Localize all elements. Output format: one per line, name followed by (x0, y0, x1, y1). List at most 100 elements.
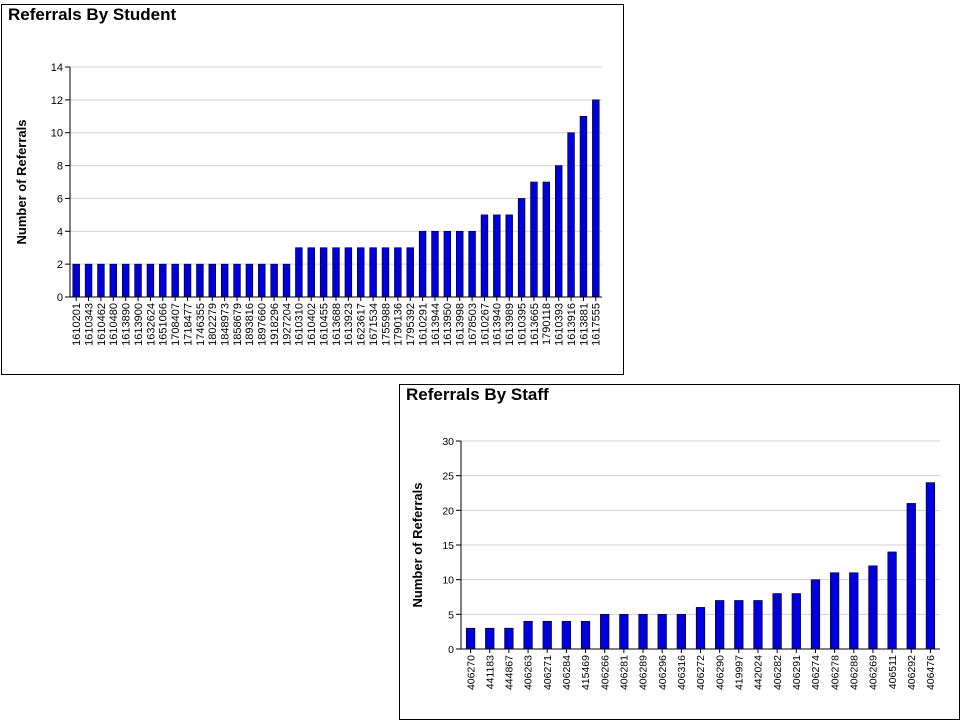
x-tick-label: 1610480 (108, 303, 120, 346)
bar (676, 614, 686, 650)
bar (134, 263, 142, 298)
x-tick-label: 1858679 (232, 303, 244, 346)
bar (580, 620, 591, 650)
y-tick-label: 30 (442, 436, 454, 448)
x-tick-label: 1795392 (405, 303, 417, 346)
y-tick-label: 14 (51, 62, 63, 74)
bar (220, 263, 229, 298)
y-tick-label: 6 (57, 193, 63, 205)
x-tick-label: 1708407 (170, 303, 182, 346)
bar (485, 627, 495, 650)
bar (567, 132, 575, 298)
bar (443, 230, 452, 298)
x-tick-label: 1610201 (71, 303, 83, 346)
bar (554, 165, 563, 298)
x-tick-label: 1613998 (455, 303, 467, 346)
x-tick-label: 1623617 (356, 303, 368, 346)
bar (465, 627, 476, 650)
bar (868, 565, 878, 650)
x-tick-label: 1610343 (83, 303, 95, 346)
x-tick-label: 1613900 (133, 303, 145, 346)
bar (97, 263, 105, 298)
x-tick-label: 415469 (580, 655, 592, 690)
x-tick-label: 1610291 (417, 303, 429, 346)
x-tick-label: 1678503 (467, 303, 479, 346)
x-tick-label: 406284 (561, 655, 573, 690)
x-tick-label: 406288 (848, 655, 860, 690)
x-tick-label: 1632624 (145, 303, 157, 346)
x-tick-label: 1927204 (281, 303, 293, 346)
x-tick-label: 441183 (484, 655, 496, 689)
staff-chart-panel: Referrals By Staff 0 5 10 15 20 25 30 Number of… (399, 384, 960, 720)
bar (561, 620, 571, 650)
x-tick-label: 1718477 (182, 303, 194, 346)
y-tick-label: 5 (448, 609, 454, 621)
y-tick-label: 15 (442, 540, 454, 552)
y-tick-label: 8 (57, 161, 63, 173)
x-tick-label: 406270 (465, 655, 477, 690)
x-tick-label: 1610462 (96, 303, 108, 346)
bar (504, 627, 514, 650)
bar (579, 115, 588, 298)
bar (258, 263, 266, 298)
bar (208, 263, 216, 298)
y-tick-label: 2 (57, 259, 63, 271)
x-tick-label: 406282 (772, 655, 784, 690)
x-tick-label: 1790118 (541, 303, 553, 345)
bar (431, 230, 439, 298)
bar (344, 247, 353, 298)
y-axis-label: Number of Referrals (14, 120, 29, 245)
x-tick-label: 1610393 (554, 303, 566, 346)
chart-title: Referrals By Staff (406, 385, 549, 404)
x-tick-label: 406296 (657, 655, 669, 690)
x-tick-label: 1610267 (479, 303, 491, 346)
bar (394, 247, 402, 298)
x-tick-label: 1790136 (393, 303, 405, 346)
bar (638, 614, 648, 650)
y-tick-label: 0 (448, 644, 454, 656)
x-tick-label: 1897660 (257, 303, 269, 346)
bar (657, 614, 667, 650)
bar (830, 572, 840, 650)
bar (456, 230, 464, 298)
bar (109, 263, 118, 298)
bar (307, 247, 315, 298)
x-tick-label: 1746355 (195, 303, 207, 346)
x-tick-label: 1613940 (492, 303, 504, 346)
y-tick-label: 4 (57, 226, 63, 238)
y-tick-label: 10 (51, 128, 63, 140)
x-tick-label: 1610455 (318, 303, 330, 346)
bar (332, 247, 340, 298)
x-tick-label: 406316 (676, 655, 688, 690)
bar (357, 247, 365, 298)
bar (493, 214, 501, 298)
x-tick-label: 1755988 (380, 303, 392, 346)
x-tick-label: 406289 (638, 655, 650, 690)
bar (406, 247, 414, 298)
bar (600, 614, 610, 650)
x-tick-label: 419997 (733, 655, 745, 690)
bar (418, 230, 427, 298)
bar (753, 600, 763, 650)
bar (72, 263, 80, 298)
bar (715, 600, 725, 650)
staff-bar-chart: 0 5 10 15 20 25 30 Number of Referrals 406270 441… (410, 436, 940, 690)
chart-title: Referrals By Student (8, 5, 177, 24)
bar (369, 247, 377, 298)
x-tick-label: 1613916 (566, 303, 578, 346)
x-tick-label: 406281 (619, 655, 631, 690)
x-tick-label: 1613688 (331, 303, 343, 346)
bar (233, 263, 241, 298)
x-tick-label: 1802279 (207, 303, 219, 346)
bar (295, 247, 303, 298)
bar (381, 247, 390, 298)
x-tick-label: 406291 (791, 655, 803, 690)
bar (171, 263, 179, 298)
x-tick-label: 406292 (906, 655, 918, 690)
x-tick-label: 1613950 (442, 303, 454, 346)
bar (772, 593, 782, 650)
bar (270, 263, 278, 298)
bar (542, 181, 551, 298)
bar (619, 614, 629, 650)
